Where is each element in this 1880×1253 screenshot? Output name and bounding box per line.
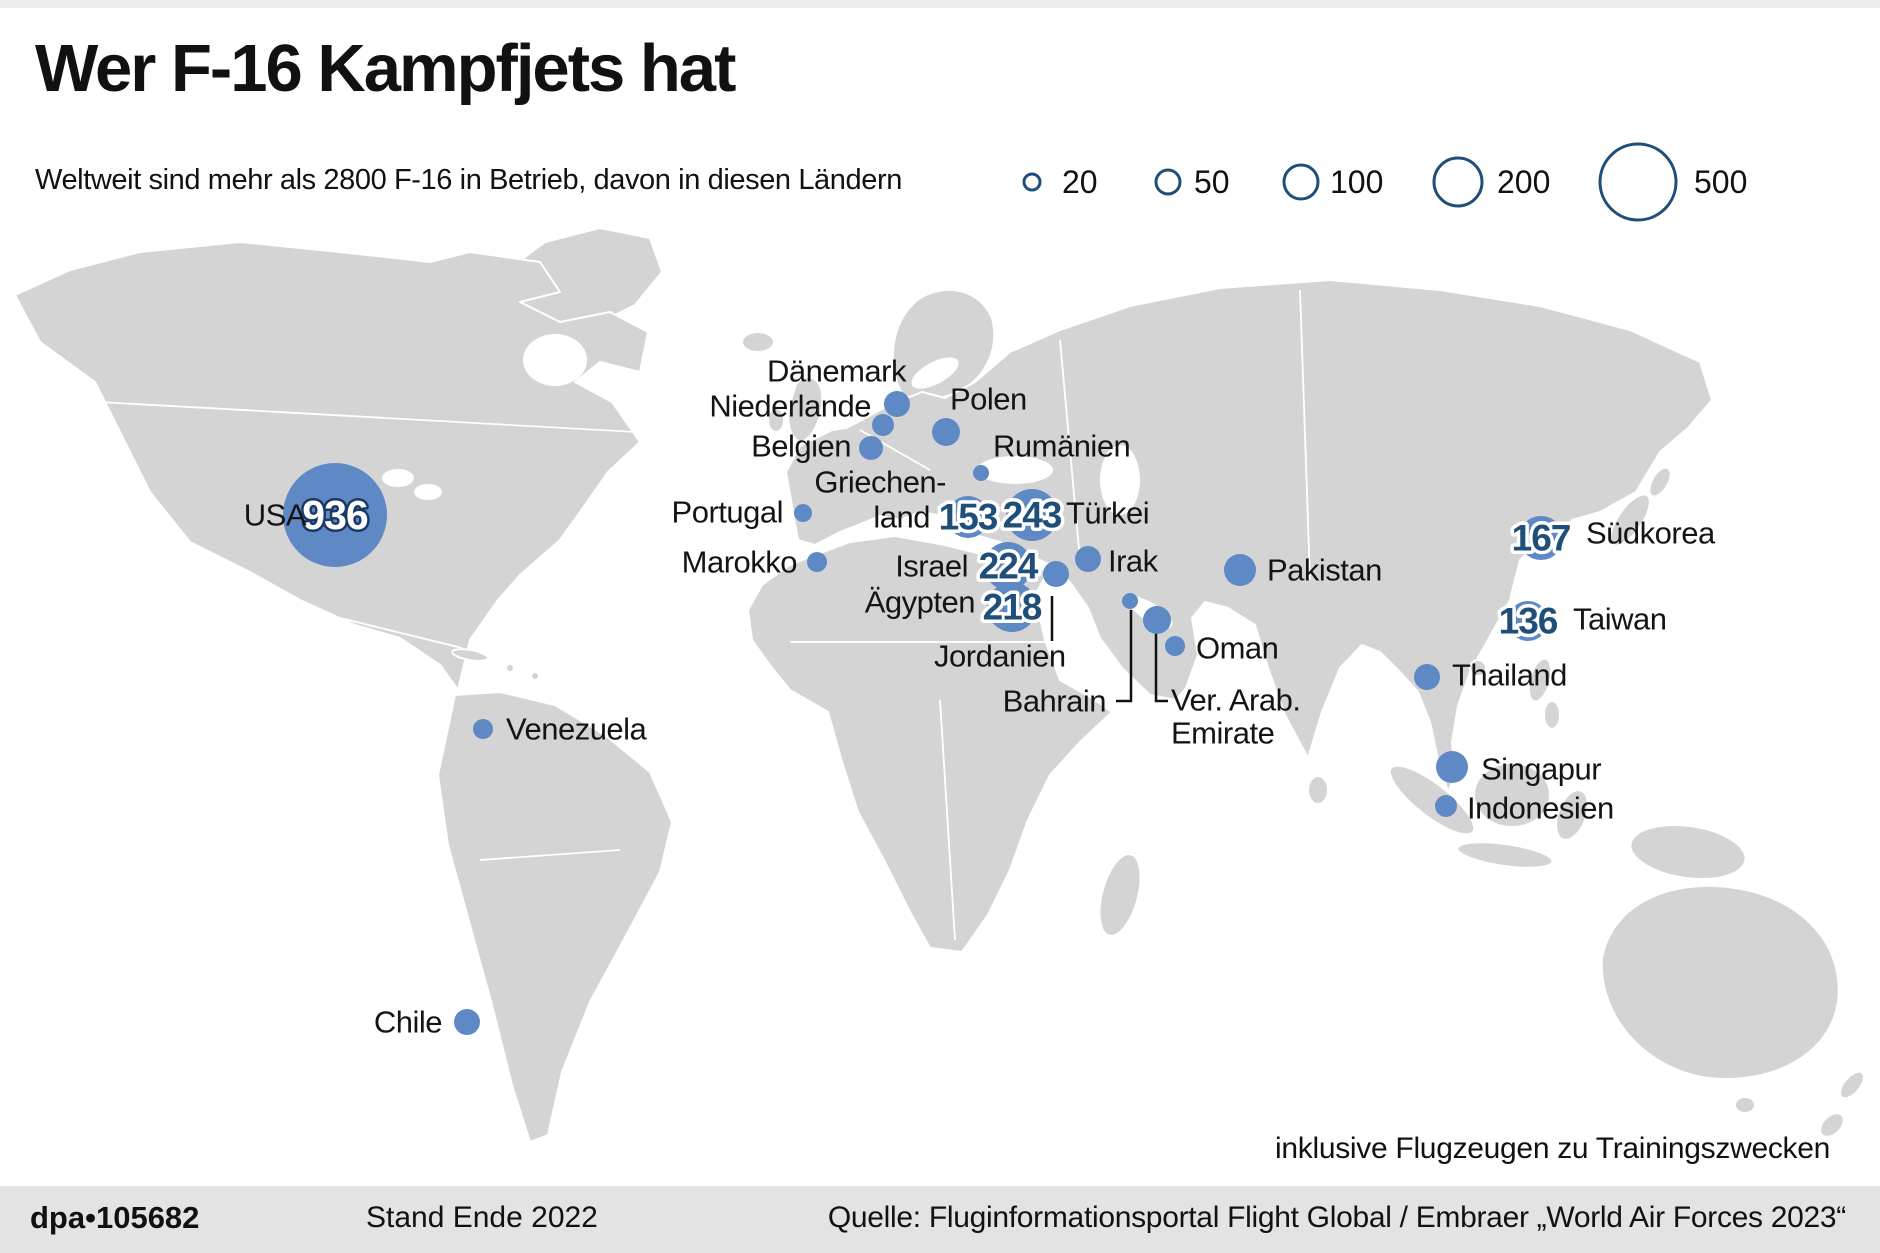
country-bubble xyxy=(1043,561,1069,587)
country-value: 224 xyxy=(979,546,1039,587)
leader-line xyxy=(1154,632,1168,703)
country-label: Ver. Arab. xyxy=(1171,683,1300,718)
country-bubble xyxy=(1508,601,1548,641)
country-bubble xyxy=(884,391,910,417)
legend-circle xyxy=(1022,172,1042,192)
country-bubble xyxy=(1165,636,1185,656)
legend: 20 50 100 200 500 xyxy=(1022,142,1747,222)
country-bubble xyxy=(973,465,989,481)
legend-label: 50 xyxy=(1194,164,1230,200)
country-label: Chile xyxy=(374,1005,442,1040)
legend-circle xyxy=(1432,156,1484,208)
country-bubble xyxy=(872,414,894,436)
footer-bar: dpa•105682 Stand Ende 2022 Quelle: Flugi… xyxy=(0,1186,1880,1253)
country-label: Niederlande xyxy=(709,389,871,424)
source-credit: Quelle: Fluginformationsportal Flight Gl… xyxy=(827,1201,1846,1234)
country-bubble xyxy=(807,552,827,572)
country-value: 936 xyxy=(302,492,368,538)
world-map xyxy=(14,227,1865,1143)
country-bubble xyxy=(1224,554,1256,586)
country-label: Venezuela xyxy=(506,712,648,747)
country-label: Pakistan xyxy=(1267,553,1382,588)
country-value: 167 xyxy=(1512,518,1571,559)
training-note: inklusive Flugzeugen zu Trainingszwecken xyxy=(1275,1132,1830,1165)
dpa-credit: dpa•105682 xyxy=(30,1200,200,1235)
country-label: Südkorea xyxy=(1586,516,1716,551)
country-bubble xyxy=(859,436,883,460)
country-label: Bahrain xyxy=(1003,684,1106,719)
country-label: Taiwan xyxy=(1573,602,1667,637)
country-label: Indonesien xyxy=(1467,791,1614,826)
country-label: Irak xyxy=(1108,544,1159,579)
country-label: Dänemark xyxy=(767,354,907,389)
leader-lines xyxy=(1050,596,1168,703)
country-label: land xyxy=(873,500,930,535)
legend-label: 200 xyxy=(1497,164,1550,200)
country-bubble xyxy=(454,1009,480,1035)
legend-circle xyxy=(1598,142,1678,222)
country-label: Griechen- xyxy=(814,465,946,500)
country-value: 153 xyxy=(939,497,998,538)
country-bubble xyxy=(1435,795,1457,817)
country-bubble xyxy=(947,496,989,538)
legend-circle xyxy=(1154,168,1182,196)
country-value: 218 xyxy=(983,587,1042,628)
country-label: Jordanien xyxy=(934,639,1066,674)
country-label: Belgien xyxy=(751,429,851,464)
country-bubble xyxy=(1436,751,1468,783)
country-label: Polen xyxy=(950,382,1027,417)
country-label: Türkei xyxy=(1066,496,1149,531)
country-bubble xyxy=(1519,516,1563,560)
country-label: Marokko xyxy=(682,545,797,580)
country-bubble xyxy=(1122,593,1138,609)
country-bubble xyxy=(1414,664,1440,690)
legend-label: 20 xyxy=(1062,164,1098,200)
country-bubble xyxy=(987,582,1037,632)
legend-label: 500 xyxy=(1694,164,1747,200)
country-label: Thailand xyxy=(1452,658,1567,693)
country-label: Portugal xyxy=(672,495,783,530)
country-bubble xyxy=(794,504,812,522)
country-bubble xyxy=(932,418,960,446)
country-label: Ägypten xyxy=(865,585,975,620)
page-title: Wer F-16 Kampfjets hat xyxy=(35,31,736,106)
country-bubble xyxy=(283,463,387,567)
leader-line xyxy=(1116,610,1133,703)
country-label: Rumänien xyxy=(993,429,1130,464)
country-label: Singapur xyxy=(1481,752,1601,787)
country-bubble xyxy=(1006,489,1058,541)
country-bubble xyxy=(473,719,493,739)
country-label: Emirate xyxy=(1171,716,1274,751)
country-bubble xyxy=(984,542,1032,590)
country-value: 136 xyxy=(1499,601,1558,642)
top-strip xyxy=(0,0,1880,8)
data-date: Stand Ende 2022 xyxy=(366,1201,598,1234)
legend-label: 100 xyxy=(1330,164,1383,200)
bubbles xyxy=(283,391,1563,1035)
country-bubble xyxy=(1143,606,1171,634)
country-bubble xyxy=(1075,546,1101,572)
page-subtitle: Weltweit sind mehr als 2800 F-16 in Betr… xyxy=(35,164,902,196)
country-label: Oman xyxy=(1196,631,1278,666)
legend-circle xyxy=(1282,163,1320,201)
country-label: Israel xyxy=(895,549,968,584)
country-label: USA xyxy=(244,498,307,533)
country-value: 243 xyxy=(1003,495,1062,536)
